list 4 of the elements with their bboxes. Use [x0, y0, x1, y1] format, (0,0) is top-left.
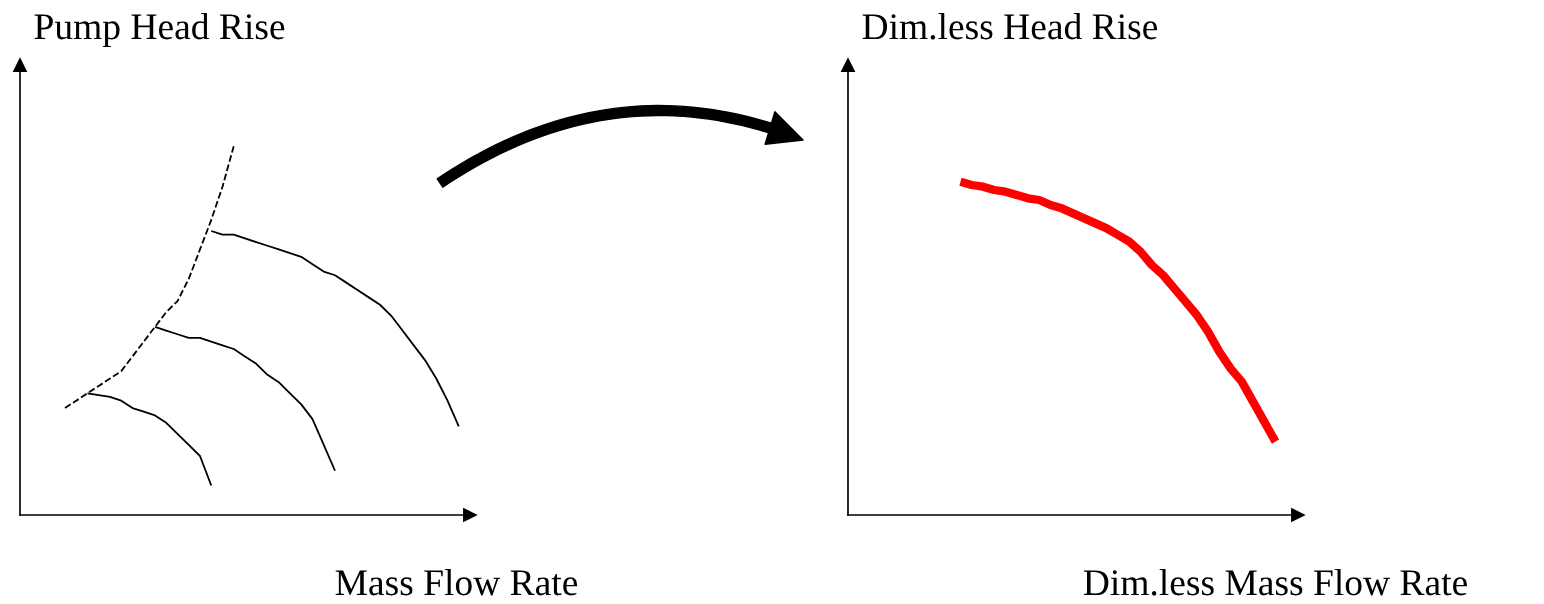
y-axis-title: Pump Head Rise — [34, 12, 285, 47]
y-axis-title: Dim.less Head Rise — [862, 12, 1158, 40]
x-axis-title: Mass Flow Rate — [335, 569, 578, 596]
x-axis-title: Dim.less Mass Flow Rate — [1083, 569, 1467, 596]
